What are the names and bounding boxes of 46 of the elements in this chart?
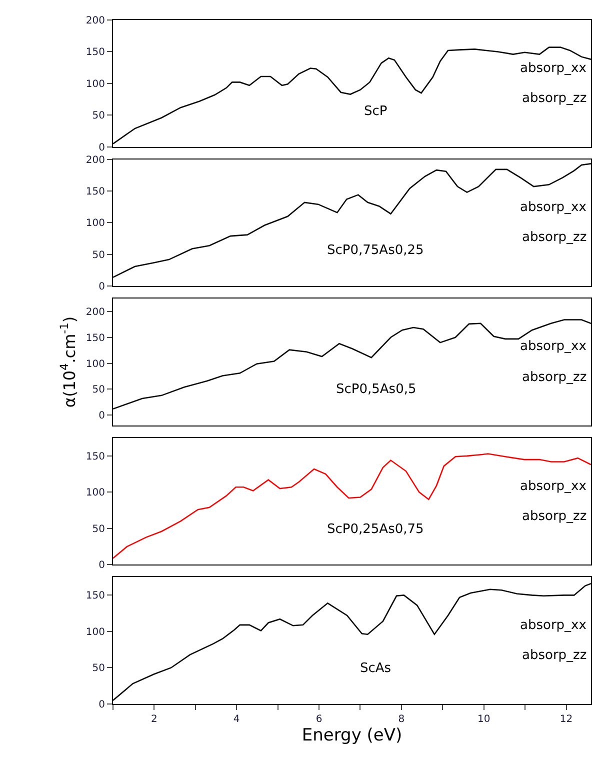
y-tick-label: 200	[86, 306, 105, 318]
y-tick-label: 0	[98, 560, 105, 572]
y-tick-label: 50	[92, 524, 105, 535]
y-tick-label: 200	[86, 154, 105, 166]
y-tick-label: 0	[98, 142, 105, 154]
y-tick-label: 150	[86, 186, 105, 198]
annotation: absorp_xx	[520, 200, 587, 215]
annotation: absorp_zz	[522, 509, 587, 524]
annotation: absorp_xx	[520, 339, 587, 354]
y-tick-label: 150	[86, 590, 105, 602]
annotation: absorp_zz	[522, 91, 587, 106]
annotation: absorp_zz	[522, 370, 587, 385]
annotation: absorp_xx	[520, 61, 587, 76]
annotation: absorp_zz	[522, 648, 587, 663]
annotation: ScAs	[360, 661, 392, 676]
y-tick-label: 150	[86, 451, 105, 462]
x-axis-title: Energy (eV)	[302, 725, 402, 746]
annotation: ScP0,75As0,25	[327, 243, 424, 258]
y-tick-label: 0	[98, 282, 105, 293]
y-tick-label: 0	[98, 410, 105, 422]
y-tick-label: 50	[92, 250, 105, 261]
y-tick-label: 0	[98, 700, 105, 710]
annotation: ScP0,5As0,5	[336, 382, 416, 397]
y-tick-label: 150	[86, 47, 105, 58]
y-tick-label: 100	[86, 626, 105, 638]
y-tick-label: 50	[92, 110, 105, 122]
annotation: ScP0,25As0,75	[327, 522, 424, 537]
x-tick-label: 12	[560, 714, 573, 725]
y-tick-label: 100	[86, 488, 105, 499]
y-tick-label: 100	[86, 358, 105, 370]
y-tick-label: 200	[86, 16, 105, 26]
y-tick-label: 50	[92, 663, 105, 674]
annotation: absorp_zz	[522, 230, 587, 245]
x-tick-label: 6	[316, 714, 322, 725]
y-tick-label: 100	[86, 78, 105, 90]
y-tick-label: 50	[92, 384, 105, 396]
line-series	[113, 453, 591, 559]
annotation: absorp_xx	[520, 479, 587, 494]
annotation: ScP	[364, 104, 388, 119]
x-tick-label: 10	[477, 714, 490, 725]
y-tick-label: 150	[86, 332, 105, 344]
annotation: absorp_xx	[520, 618, 587, 633]
x-tick-label: 4	[233, 714, 240, 725]
y-tick-label: 100	[86, 218, 105, 230]
x-tick-label: 2	[151, 714, 158, 725]
x-tick-label: 8	[398, 714, 405, 725]
